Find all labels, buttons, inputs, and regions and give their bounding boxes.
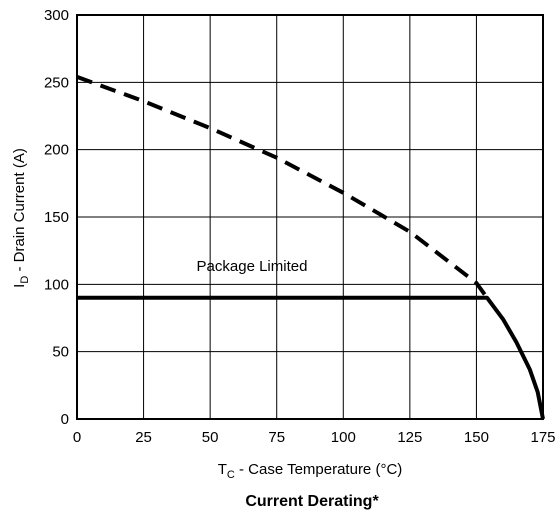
x-axis-title: TC - Case Temperature (°C)	[218, 461, 403, 481]
series-group	[76, 75, 545, 420]
y-axis-title-prefix: I	[11, 284, 28, 288]
x-tick-label-2: 50	[202, 429, 219, 446]
x-tick-label-1: 25	[135, 429, 152, 446]
y-tick-label-3: 150	[44, 209, 69, 226]
x-tick-label-4: 100	[331, 429, 356, 446]
y-axis-title: ID - Drain Current (A)	[11, 148, 31, 288]
y-tick-label-4: 200	[44, 142, 69, 159]
x-tick-label-5: 125	[397, 429, 422, 446]
x-tick-label-0: 0	[73, 429, 81, 446]
y-tick-labels: 0 50 100 150 200 250 300	[44, 7, 69, 428]
x-tick-label-7: 175	[530, 429, 555, 446]
x-tick-label-6: 150	[464, 429, 489, 446]
y-tick-label-1: 50	[52, 344, 69, 361]
plot-frame	[76, 14, 544, 420]
x-axis-title-prefix: T	[218, 461, 227, 478]
package-limited-annotation: Package Limited	[197, 258, 308, 275]
grid-lines	[76, 14, 544, 420]
y-tick-label-6: 300	[44, 7, 69, 24]
x-axis-title-sub: C	[227, 469, 235, 481]
y-tick-label-5: 250	[44, 74, 69, 91]
y-axis-title-sub: D	[19, 276, 31, 284]
solid-derating-line	[77, 295, 545, 420]
y-tick-label-2: 100	[44, 276, 69, 293]
x-axis-title-text: - Case Temperature (°C)	[235, 461, 402, 478]
dashed-derating-line	[76, 75, 489, 299]
y-tick-label-0: 0	[61, 411, 69, 428]
x-tick-labels: 0 25 50 75 100 125 150 175	[73, 429, 556, 446]
y-axis-title-text: - Drain Current (A)	[11, 148, 28, 276]
x-tick-label-3: 75	[268, 429, 285, 446]
chart-title: Current Derating*	[245, 493, 379, 510]
